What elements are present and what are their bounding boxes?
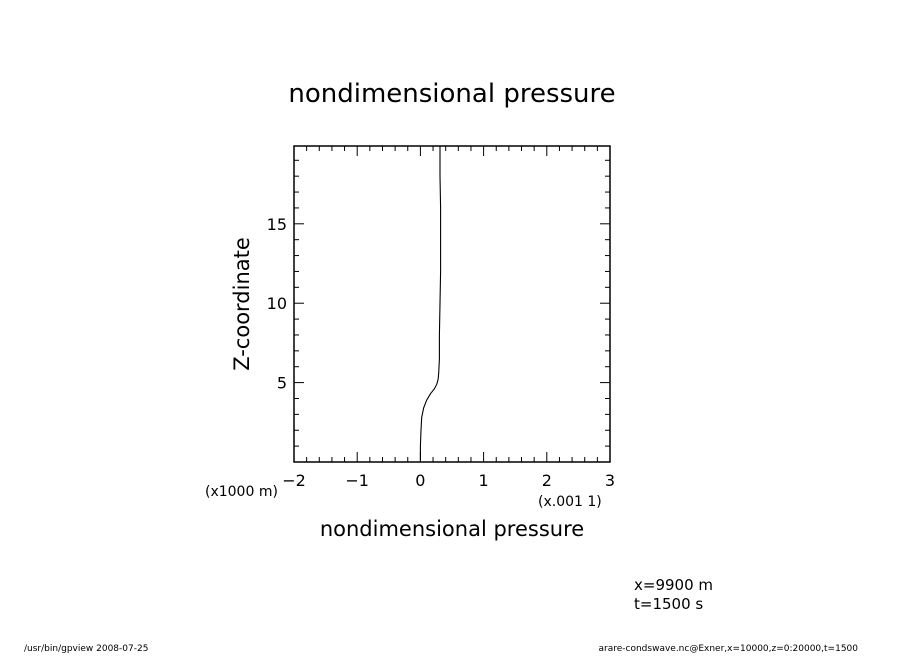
y-axis-label: Z-coordinate [230,237,254,371]
x-tick-label: 3 [605,471,615,490]
x-tick-labels: −2 −1 0 1 2 3 [282,471,615,490]
x-tick-label: −1 [345,471,369,490]
plot-frame [293,145,611,463]
y-multiplier-label: (x1000 m) [205,484,278,500]
x-tick-label: 2 [542,471,552,490]
info-x-position: x=9900 m [634,576,713,594]
chart-title: nondimensional pressure [288,79,615,109]
x-tick-label: 1 [479,471,489,490]
info-time: t=1500 s [634,595,703,613]
y-tick-label: 5 [277,374,287,393]
footer-program: /usr/bin/gpview 2008-07-25 [24,644,148,654]
x-tick-label: −2 [282,471,306,490]
footer-source: arare-condswave.nc@Exner,x=10000,z=0:200… [599,644,859,654]
axis-ticks [293,146,611,462]
y-tick-label: 15 [267,215,287,234]
y-tick-labels: 5 10 15 [267,215,287,393]
series-line [419,146,442,462]
x-tick-label: 0 [415,471,425,490]
x-multiplier-label: (x.001 1) [538,494,602,510]
x-axis-label: nondimensional pressure [320,517,584,541]
y-tick-label: 10 [267,294,287,313]
